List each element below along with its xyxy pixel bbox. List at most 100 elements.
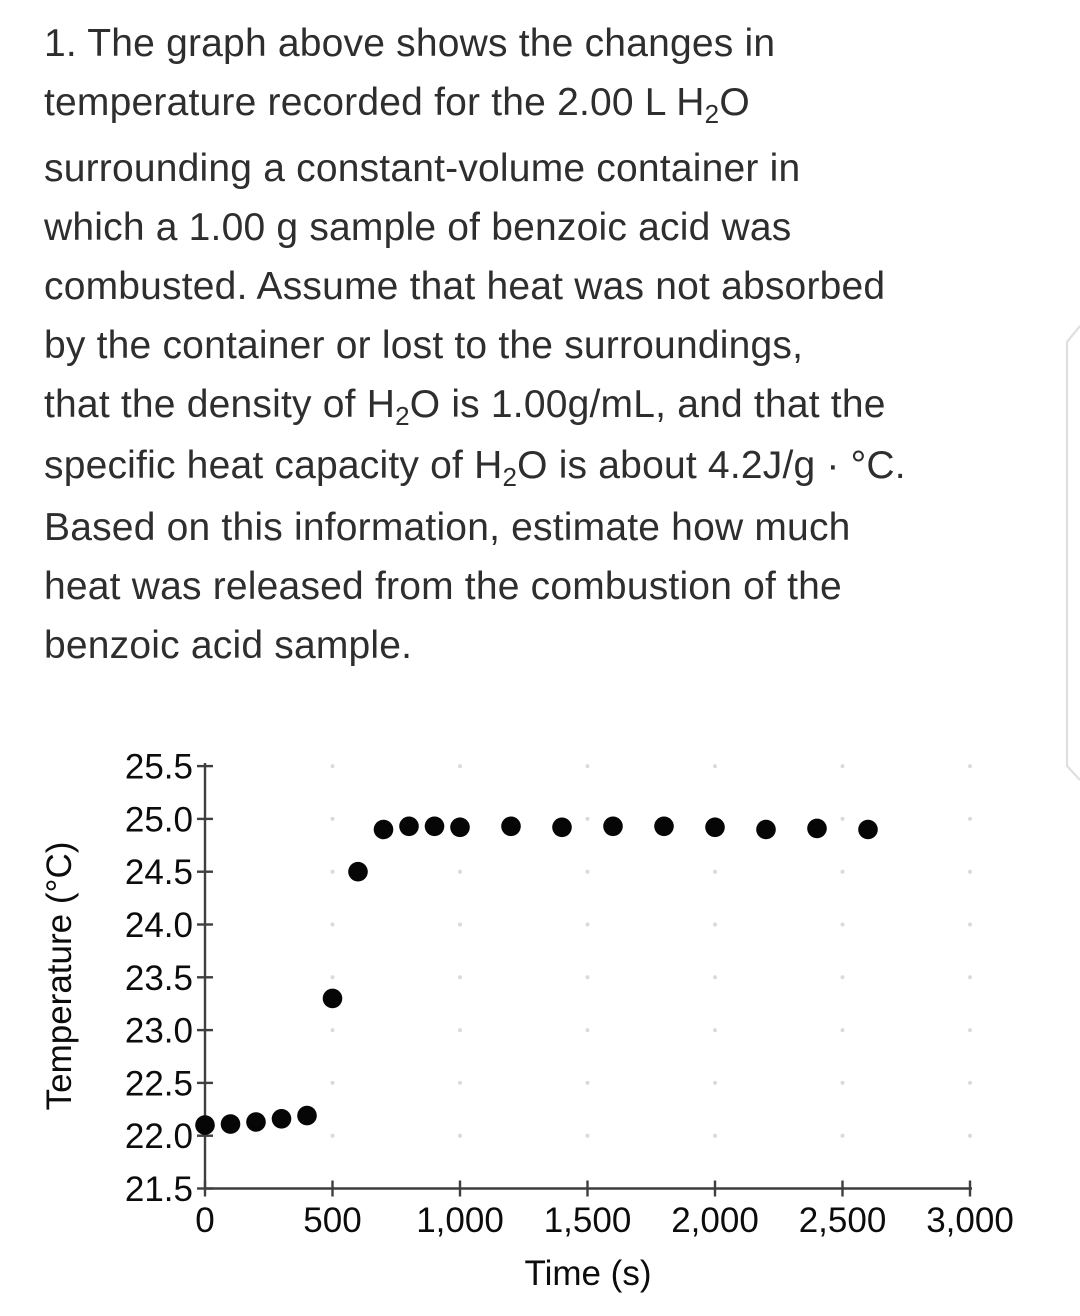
grid-dot [458, 1080, 462, 1085]
data-point [373, 819, 394, 840]
grid-dot [840, 975, 845, 980]
grid-dot [330, 975, 335, 980]
x-tick-label: 1,000 [416, 1201, 504, 1240]
data-point [348, 861, 368, 882]
question-run: 1. The graph above shows the changes in [44, 22, 776, 65]
question-run: heat was released from the combustion of… [44, 565, 842, 608]
question-run: which a 1.00 g sample of benzoic acid wa… [44, 206, 792, 249]
grid-dot [585, 1028, 590, 1033]
data-point [246, 1112, 266, 1132]
x-tick-label: 1,500 [544, 1201, 632, 1240]
question-line: temperature recorded for the 2.00 L H2O [44, 73, 906, 132]
grid-dot [458, 975, 462, 980]
data-point [552, 817, 572, 838]
question-line: combusted. Assume that heat was not abso… [44, 257, 906, 316]
y-axis-title: Temperature (°C) [40, 842, 79, 1111]
grid-dot [840, 764, 845, 769]
question-run: that the density of H [44, 383, 396, 426]
question-run: by the container or lost to the surround… [44, 324, 804, 367]
data-point [220, 1114, 241, 1134]
grid-dot [458, 1133, 462, 1138]
y-tick-label: 25.5 [125, 748, 193, 787]
data-point [858, 819, 878, 840]
grid-dot [840, 1133, 845, 1138]
data-point [603, 816, 623, 837]
grid-dot [330, 869, 335, 874]
question-run: combusted. Assume that heat was not abso… [44, 265, 886, 308]
question-line: by the container or lost to the surround… [44, 316, 906, 375]
question-run: Based on this information, estimate how … [44, 506, 851, 549]
question-run: benzoic acid sample. [44, 624, 413, 667]
y-tick-label: 24.5 [125, 853, 193, 892]
grid-dot [458, 922, 462, 927]
grid-dot [968, 1133, 972, 1138]
grid-dot [968, 1028, 972, 1033]
grid-dot [968, 922, 972, 927]
data-point [705, 817, 725, 838]
grid-dot [585, 816, 590, 821]
y-tick-label: 23.0 [125, 1012, 193, 1051]
question-run: O is 1.00g/mL, and that the [409, 383, 886, 426]
question-line: surrounding a constant-volume container … [44, 139, 906, 198]
data-point [399, 816, 419, 837]
y-tick-label: 24.0 [125, 906, 193, 945]
grid-dot [713, 922, 717, 927]
grid-dot [713, 1133, 717, 1138]
grid-dot [458, 1028, 462, 1033]
y-tick-label: 25.0 [125, 800, 193, 839]
stray-scan-mark [1065, 325, 1080, 781]
x-tick-label: 500 [303, 1201, 361, 1240]
subscript-text: 2 [395, 401, 410, 431]
data-point [271, 1109, 292, 1129]
y-tick-label: 23.5 [125, 959, 193, 998]
subscript-text: 2 [502, 462, 518, 492]
question-text: 1. The graph above shows the changes in t… [44, 14, 906, 675]
grid-dot [330, 764, 335, 769]
x-tick-label: 0 [195, 1201, 214, 1240]
grid-dot [330, 1133, 335, 1138]
grid-dot [330, 1028, 335, 1033]
question-line: that the density of H2O is 1.00g/mL, and… [44, 375, 906, 434]
grid-dot [840, 922, 845, 927]
grid-dot [330, 816, 335, 821]
grid-dot [330, 922, 335, 927]
question-line: benzoic acid sample. [44, 616, 906, 675]
grid-dot [968, 869, 972, 874]
question-line: specific heat capacity of H2O is about 4… [44, 436, 906, 495]
grid-dot [968, 975, 972, 980]
x-tick-label: 2,500 [799, 1201, 887, 1240]
grid-dot [968, 816, 972, 821]
grid-dot [840, 869, 845, 874]
data-point [654, 816, 674, 837]
question-run: specific heat capacity of H [44, 444, 503, 487]
grid-dot [713, 975, 717, 980]
x-axis-title: Time (s) [524, 1254, 651, 1293]
grid-dot [713, 764, 717, 769]
data-point [322, 988, 343, 1009]
grid-dot [585, 922, 590, 927]
question-line: 1. The graph above shows the changes in [44, 14, 906, 73]
grid-dot [330, 1080, 335, 1085]
y-tick-label: 21.5 [125, 1170, 193, 1209]
y-tick-label: 22.5 [125, 1064, 193, 1103]
grid-dot [713, 1080, 717, 1085]
grid-dot [585, 869, 590, 874]
grid-dot [840, 1028, 845, 1033]
y-tick-label: 22.0 [125, 1117, 193, 1156]
x-tick-label: 3,000 [926, 1201, 1014, 1240]
data-point [501, 816, 521, 837]
data-point [756, 819, 776, 840]
question-run: temperature recorded for the 2.00 L H [44, 81, 705, 124]
question-line: Based on this information, estimate how … [44, 498, 906, 557]
data-point [424, 816, 445, 837]
grid-dot [968, 764, 972, 769]
grid-dot [585, 1133, 590, 1138]
grid-dot [585, 764, 590, 769]
grid-dot [713, 1028, 717, 1033]
question-line: which a 1.00 g sample of benzoic acid wa… [44, 198, 906, 257]
grid-dot [458, 869, 462, 874]
question-run: O [719, 81, 750, 124]
grid-dot [840, 816, 845, 821]
data-point [450, 817, 470, 838]
